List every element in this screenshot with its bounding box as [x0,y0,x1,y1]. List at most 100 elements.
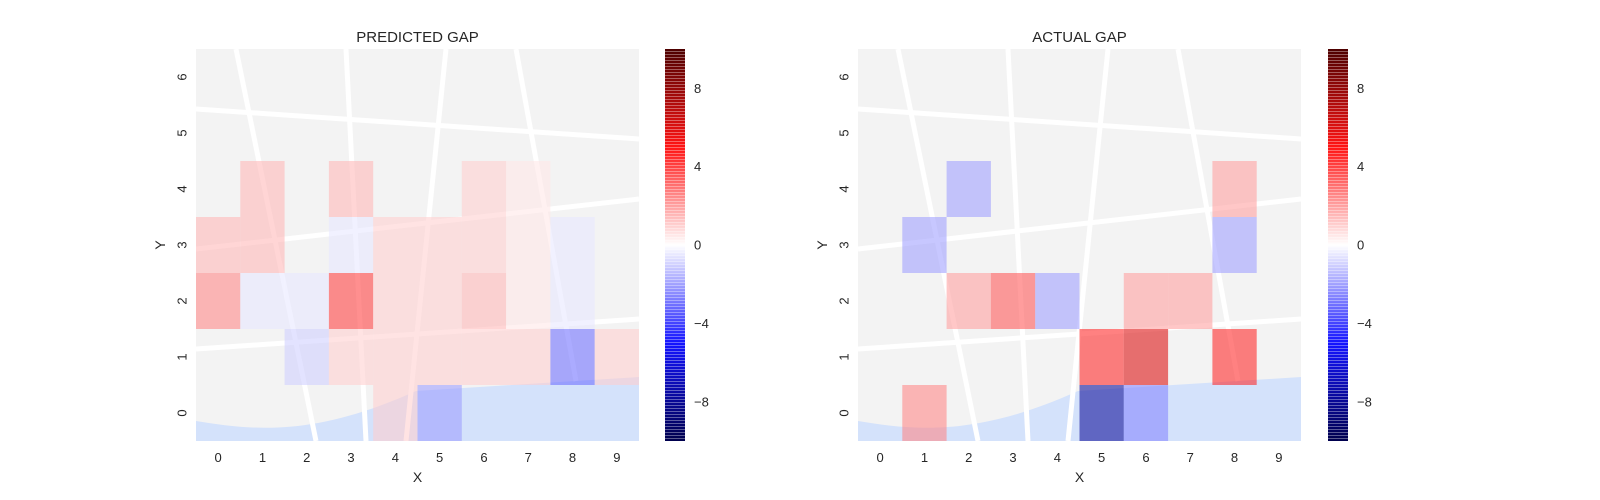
heatmap-panel-1: PREDICTED GAP 0 1 2 3 4 5 6 7 8 9 0 1 2 3 4 5 6 X Y 8 4 0 −4 −8 [152,29,709,485]
x-tick-label: 4 [1054,450,1061,465]
heatmap-cell [417,273,462,329]
heatmap-cell [373,329,418,385]
heatmap-cell [902,217,947,273]
x-tick-label: 6 [480,450,487,465]
heatmap-cell [1079,329,1124,385]
heatmap-panel-2: ACTUAL GAP 0 1 2 3 4 5 6 7 8 9 0 1 2 3 4 5 6 X Y 8 4 0 −4 −8 [814,29,1372,485]
heatmap-cell [550,329,595,385]
heatmap-cell [417,385,462,441]
heatmap-cell [1212,217,1257,273]
x-tick-label: 7 [525,450,532,465]
colorbar-tick-label: 0 [1357,238,1364,253]
heatmap-cell [461,329,507,385]
heatmap-cell [1123,273,1169,329]
y-tick-label: 6 [175,73,190,80]
heatmap-cell [328,329,374,385]
heatmap-cell [373,385,418,441]
y-tick-label: 6 [837,73,852,80]
x-tick-label: 8 [1231,450,1238,465]
heatmap-cell [328,161,374,217]
heatmap-cell [461,161,507,217]
heatmap-cell [196,273,241,329]
x-tick-label: 4 [392,450,399,465]
y-axis-label: Y [814,240,830,250]
colorbar-tick-label: 4 [1357,159,1364,174]
colorbar-tick-label: −4 [1357,316,1372,331]
heatmap-cell [506,329,551,385]
y-tick-label: 1 [175,353,190,360]
heatmap-cell [1123,385,1169,441]
heatmap-cell [284,329,329,385]
chart-title: PREDICTED GAP [356,29,479,46]
y-tick-label: 2 [175,297,190,304]
colorbar-tick-label: −8 [1357,394,1372,409]
y-tick-label: 1 [837,353,852,360]
colorbar-tick-label: 8 [694,81,701,96]
colorbar-tick-label: 4 [694,159,701,174]
x-tick-label: 5 [436,450,443,465]
x-tick-label: 0 [877,450,884,465]
y-axis-label: Y [152,240,168,250]
heatmap-cell [506,217,551,273]
x-tick-label: 9 [613,450,620,465]
heatmap-cell [1168,273,1213,329]
x-axis-label: X [413,469,423,485]
heatmap-cell [1212,329,1257,385]
x-tick-label: 9 [1275,450,1282,465]
heatmap-cell [328,273,374,329]
heatmap-cell [461,273,507,329]
x-tick-label: 3 [347,450,354,465]
colorbar-tick-label: −8 [694,394,709,409]
heatmap-cell [417,329,462,385]
heatmap-cell [240,217,285,273]
y-tick-label: 2 [837,297,852,304]
y-tick-label: 0 [837,409,852,416]
heatmap-cell [373,217,418,273]
colorbar: 8 4 0 −4 −8 [665,49,709,441]
heatmap-cell [284,273,329,329]
heatmap-cell [328,217,374,273]
heatmap-cell [902,385,947,441]
x-tick-label: 1 [259,450,266,465]
heatmap-cell [1035,273,1080,329]
heatmap-cell [506,273,551,329]
colorbar-tick-label: 8 [1357,81,1364,96]
x-tick-label: 0 [215,450,222,465]
heatmap-cell [196,217,241,273]
heatmap-cell [946,273,991,329]
colorbar: 8 4 0 −4 −8 [1328,49,1372,441]
heatmap-cell [373,273,418,329]
heatmap-cell [594,329,639,385]
y-tick-label: 4 [175,185,190,192]
x-tick-label: 3 [1009,450,1016,465]
heatmap-cell [240,161,285,217]
heatmap-cell [946,161,991,217]
heatmap-cell [990,273,1036,329]
y-tick-label: 3 [175,241,190,248]
heatmap-cell [1212,161,1257,217]
chart-title: ACTUAL GAP [1032,29,1126,46]
x-tick-label: 2 [303,450,310,465]
y-tick-label: 4 [837,185,852,192]
x-tick-label: 7 [1187,450,1194,465]
heatmap-cell [1079,385,1124,441]
y-tick-label: 3 [837,241,852,248]
x-tick-label: 1 [921,450,928,465]
colorbar-tick-label: 0 [694,238,701,253]
x-tick-label: 5 [1098,450,1105,465]
heatmap-cell [240,273,285,329]
heatmap-cell [461,217,507,273]
y-tick-label: 5 [175,129,190,136]
x-tick-label: 2 [965,450,972,465]
x-axis-label: X [1075,469,1085,485]
heatmap-cell [506,161,551,217]
x-tick-label: 8 [569,450,576,465]
y-tick-label: 5 [837,129,852,136]
heatmap-cell [550,217,595,273]
colorbar-tick-label: −4 [694,316,709,331]
y-tick-label: 0 [175,409,190,416]
heatmap-cell [1123,329,1169,385]
heatmap-cell [417,217,462,273]
heatmap-cell [550,273,595,329]
